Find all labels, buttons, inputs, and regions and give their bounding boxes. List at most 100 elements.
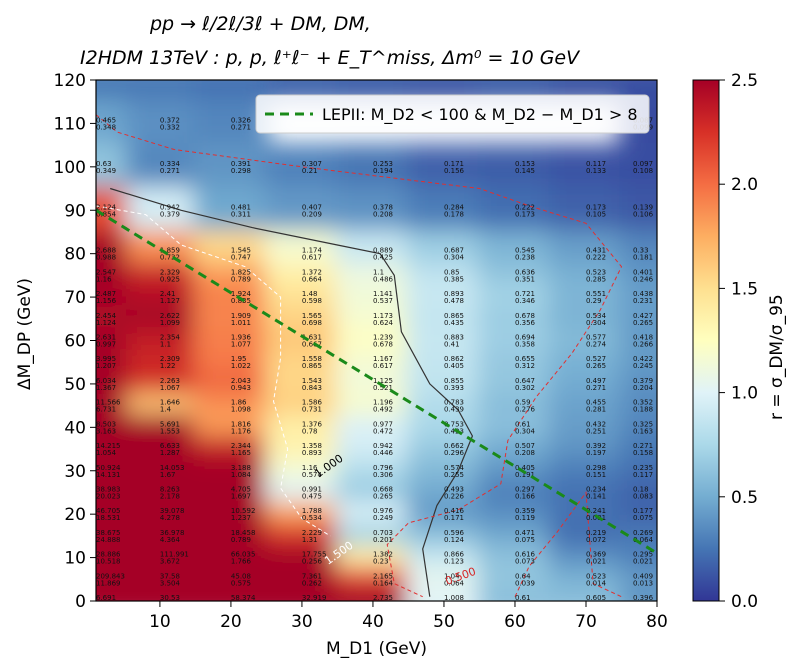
cell-value-secondary: 0.667 [302, 341, 322, 349]
cell-value-secondary: 0.133 [586, 167, 606, 175]
cell-value-secondary: 1.054 [96, 449, 117, 457]
y-tick-label: 40 [64, 418, 86, 438]
cell-value: 2.165 [373, 572, 393, 580]
y-tick-label: 0 [75, 592, 86, 612]
cell-value: 0.418 [633, 334, 653, 342]
cell-value: 0.253 [373, 160, 393, 168]
cell-value: 0.33 [633, 247, 649, 255]
cell-value: 0.334 [160, 160, 181, 168]
cell-value: 10.592 [231, 507, 256, 515]
x-tick-label: 30 [291, 612, 313, 632]
heat-cell [477, 305, 553, 332]
cell-value: 1.86 [231, 399, 247, 407]
cell-value: 0.432 [586, 420, 606, 428]
cell-value: 28.886 [96, 551, 121, 559]
heat-cell [335, 566, 411, 593]
heat-cell [477, 523, 553, 549]
cell-value: 66.035 [231, 551, 256, 559]
heat-cell [548, 305, 624, 332]
cell-value: 1.173 [373, 312, 393, 320]
cell-value-secondary: 1.127 [160, 297, 180, 305]
heat-cell [548, 457, 624, 484]
heat-cell [406, 588, 482, 601]
cell-value-secondary: 0.304 [586, 319, 607, 327]
heat-cell [548, 143, 624, 191]
cell-value: 11.566 [96, 399, 121, 407]
cell-value-secondary: 1.084 [231, 471, 252, 479]
cell-value: 0.866 [444, 551, 465, 559]
heat-cell [125, 436, 198, 462]
cell-value-secondary: 0.171 [444, 514, 464, 522]
cell-value-secondary: 0.843 [302, 384, 322, 392]
cell-value: 1.859 [160, 247, 180, 255]
cell-value-secondary: 1.4 [160, 406, 172, 414]
y-axis: 0 10 20 30 40 50 60 70 80 90 100 110 120 [54, 71, 96, 612]
heat-cell [125, 414, 198, 441]
cell-value-secondary: 0.083 [633, 492, 653, 500]
cell-value-secondary: 0.575 [231, 579, 251, 587]
cell-value: 1.565 [302, 312, 322, 320]
heat-cell [96, 80, 130, 104]
cell-value-secondary: 10.518 [96, 558, 121, 566]
x-axis-label: M_D1 (GeV) [326, 639, 427, 659]
heat-cell [96, 566, 130, 593]
cell-value-secondary: 0.423 [444, 427, 464, 435]
cell-value: 0.234 [586, 485, 607, 493]
cell-value: 45.08 [231, 572, 251, 580]
cell-value-secondary: 0.0 [633, 601, 644, 609]
cell-value: 0.678 [515, 312, 535, 320]
cell-value-secondary: 0.346 [515, 297, 536, 305]
cell-value: 0.647 [515, 377, 535, 385]
heat-cell [96, 588, 130, 601]
heat-cell [335, 544, 411, 571]
cell-value-secondary: 0.106 [633, 210, 654, 218]
cell-value: 0.325 [633, 420, 653, 428]
cell-value: 0.605 [586, 594, 606, 602]
cell-value-secondary: 2.178 [160, 492, 180, 500]
cell-value: 2.735 [373, 594, 393, 602]
colorbar-tick-label: 0.5 [731, 488, 758, 508]
heat-cell [406, 186, 482, 234]
cell-value-secondary: 0.204 [633, 384, 654, 392]
cell-value: 38.983 [96, 485, 121, 493]
cell-value: 0.369 [586, 551, 606, 559]
heat-cell [96, 284, 130, 310]
heat-cell [477, 143, 553, 191]
cell-value: 0.352 [633, 399, 653, 407]
cell-value-secondary: 0.208 [373, 210, 393, 218]
cell-value: 1.631 [302, 334, 322, 342]
colorbar-tick-label: 2.0 [731, 175, 758, 195]
cell-value: 0.61 [515, 420, 531, 428]
cell-value-secondary: 0.285 [586, 275, 606, 283]
cell-value-secondary: 0.072 [586, 536, 606, 544]
heat-cell [335, 479, 411, 506]
y-tick-label: 10 [64, 549, 86, 569]
cell-value: 6.691 [96, 594, 116, 602]
cell-value-secondary: 0.256 [302, 558, 323, 566]
cell-value: 0.545 [515, 247, 535, 255]
cell-value-secondary: 0.145 [515, 167, 535, 175]
cell-value-secondary: 0.124 [444, 536, 465, 544]
heat-cell [335, 457, 411, 484]
cell-value-secondary: 1.011 [231, 319, 251, 327]
cell-value-secondary: 1.237 [231, 514, 251, 522]
cell-value-secondary: 0.265 [633, 319, 653, 327]
heat-cell [125, 544, 198, 571]
cell-value: 30.53 [160, 594, 180, 602]
heat-cell [406, 284, 482, 310]
cell-value-secondary: 0.158 [633, 449, 653, 457]
cell-value-secondary: 0.574 [302, 471, 323, 479]
heat-cell [406, 566, 482, 593]
cell-value: 0.471 [515, 529, 535, 537]
y-tick-label: 80 [64, 245, 86, 265]
heat-cell [125, 349, 198, 376]
cell-value: 0.173 [586, 203, 606, 211]
heat-cell [619, 229, 657, 267]
cell-value: 0.481 [231, 203, 251, 211]
cell-value: 209.843 [96, 572, 125, 580]
cell-value-secondary: 11.869 [96, 579, 121, 587]
cell-value-secondary: 1.287 [160, 449, 180, 457]
cell-value: 0.295 [633, 551, 653, 559]
heat-cell [96, 436, 130, 462]
heat-cell [96, 501, 130, 528]
